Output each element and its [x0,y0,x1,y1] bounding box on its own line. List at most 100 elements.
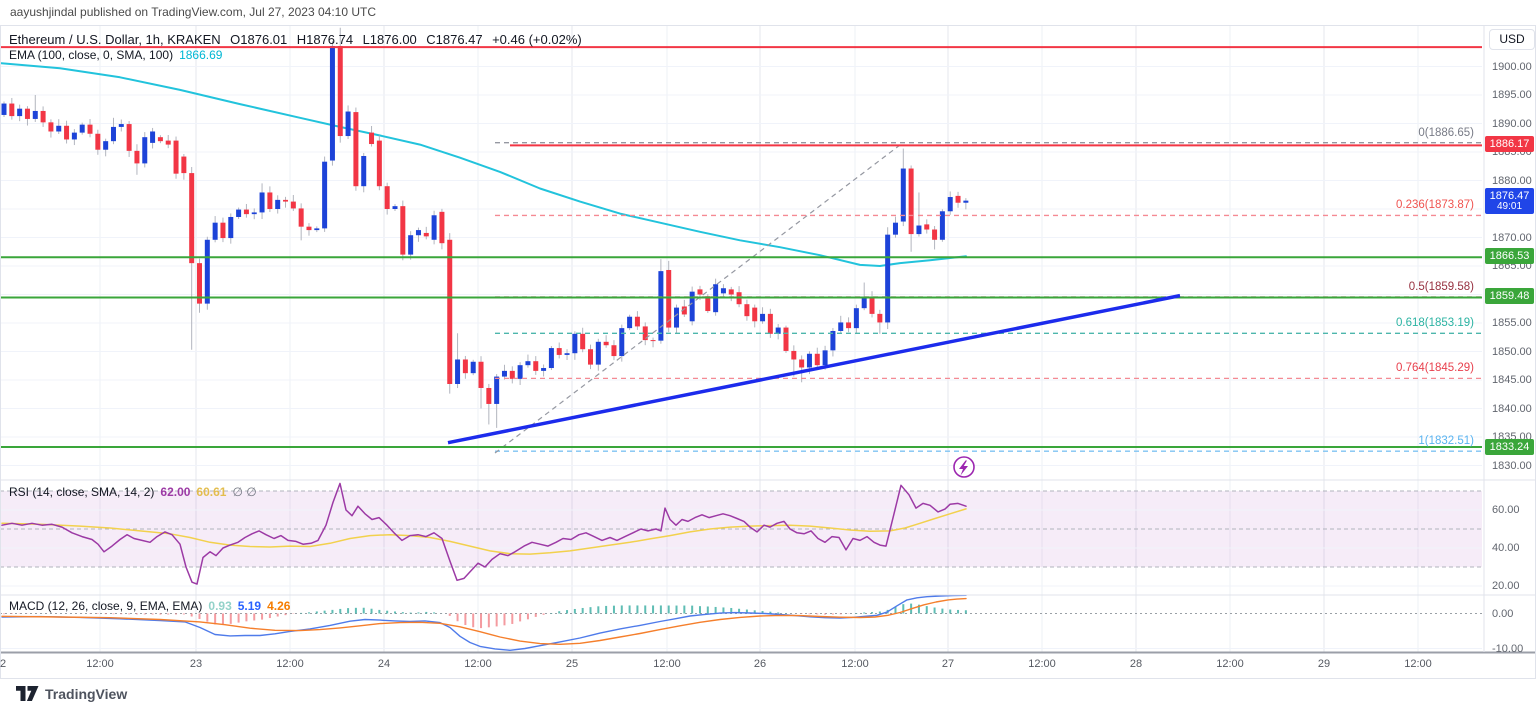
macd-histogram-bar [480,613,483,629]
candle-body [298,208,304,227]
candle-body [431,215,437,240]
macd-histogram-bar [957,609,960,614]
price-tick-label: 1880.00 [1492,174,1532,187]
candle-body [580,333,586,350]
tradingview-attribution[interactable]: TradingView [16,685,127,702]
macd-histogram-bar [448,613,451,616]
candle-body [806,353,812,368]
candle-body [118,124,124,127]
candle-body [103,141,109,150]
lightning-bolt-icon [959,460,968,476]
candle-body [228,216,234,239]
candle-body [87,124,93,134]
currency-usd-button[interactable]: USD [1489,29,1535,50]
macd-histogram-bar [777,612,780,614]
candle-body [470,361,476,374]
ema-value: 1866.69 [179,48,223,62]
candle-body [322,161,328,229]
macd-histogram-bar [628,605,631,614]
candle-body [17,108,23,117]
macd-histogram-bar [237,613,240,623]
candle-body [212,222,218,240]
ohlc-close: C1876.47 [426,32,483,47]
time-tick-label: 12:00 [276,658,304,670]
candle-body [720,288,726,294]
candle-body [869,296,875,314]
time-tick-label: 12:00 [464,658,492,670]
candle-body [1,103,7,115]
macd-histogram-bar [753,610,756,614]
candle-body [408,235,414,255]
macd-histogram-bar [675,605,678,614]
time-tick-label: 12:00 [86,658,114,670]
candle-body [939,211,945,240]
macd-histogram-bar [464,613,467,626]
candle-body [267,192,273,209]
candle-body [455,359,461,384]
candle-body [32,110,38,119]
candle-body [478,361,484,388]
macd-histogram-bar [229,613,232,624]
macd-histogram-bar [143,613,146,615]
macd-hist-value: 0.93 [208,599,232,613]
candle-body [329,45,335,161]
tradingview-logo-text: TradingView [45,685,128,702]
candle-body [853,308,859,329]
fib-level-label: 0.236(1873.87) [1395,199,1474,212]
macd-histogram-bar [347,608,350,614]
macd-histogram-bar [362,607,365,614]
macd-histogram-bar [644,605,647,614]
candle-body [548,348,554,369]
candle-body [157,137,163,142]
publish-header: aayushjindal published on TradingView.co… [10,5,377,19]
macd-histogram-bar [511,613,514,624]
price-tick-label: 1830.00 [1492,459,1532,472]
fib-level-label: 0.764(1845.29) [1395,362,1474,375]
macd-histogram-bar [104,613,107,615]
candle-body [361,155,367,187]
candle-body [634,316,640,327]
candle-body [744,304,750,317]
macd-histogram-bar [714,606,717,614]
candle-body [611,345,617,357]
candle-body [462,359,468,374]
rsi-tick-label: 40.00 [1492,542,1520,554]
candle-body [963,200,969,203]
macd-histogram-bar [182,613,185,615]
candle-body [243,209,249,215]
candle-body [509,370,515,379]
rsi-legend-row: RSI (14, close, SMA, 14, 2) 62.00 60.61 ∅ ∅ [9,485,257,499]
candle-body [892,222,898,235]
price-tick-label: 1855.00 [1492,317,1532,329]
macd-histogram-bar [167,613,170,615]
candle-body [447,239,453,384]
price-tick-label: 1870.00 [1492,231,1532,244]
macd-histogram-bar [307,612,310,614]
macd-legend-row: MACD (12, 26, close, 9, EMA, EMA) 0.93 5.1… [9,599,290,613]
candle-body [345,111,351,137]
time-tick-label: 12:00 [1216,658,1244,670]
candle-body [189,173,195,264]
candle-body [259,192,265,213]
macd-histogram-bar [612,605,615,614]
macd-histogram-bar [214,613,217,625]
macd-histogram-bar [456,613,459,622]
price-tick-label: 1845.00 [1492,374,1532,386]
candle-body [486,387,492,404]
candle-body [689,291,695,322]
macd-histogram-bar [769,611,772,614]
candle-body [517,365,523,379]
candle-body [603,341,609,346]
macd-histogram-bar [659,605,662,614]
macd-histogram-bar [135,613,138,615]
macd-histogram-bar [190,613,193,617]
candle-body [71,132,77,140]
candle-body [423,232,429,237]
macd-histogram-bar [808,613,811,615]
macd-histogram-bar [933,607,936,614]
candle-body [627,316,633,329]
candle-body [947,197,953,212]
ema-label: EMA (100, close, 0, SMA, 100) [9,48,174,62]
time-tick-label: 24 [377,658,391,670]
